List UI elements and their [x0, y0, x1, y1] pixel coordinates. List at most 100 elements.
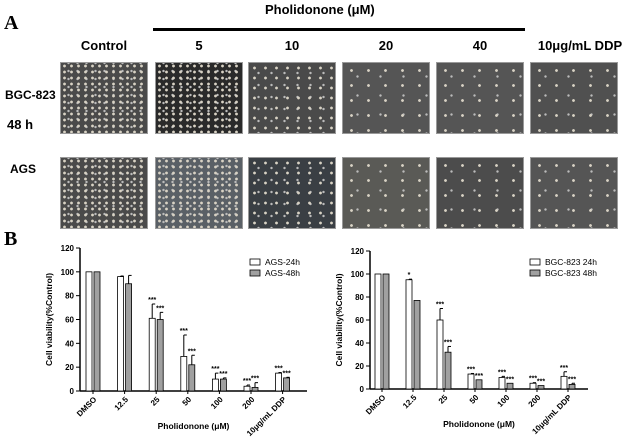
column-label: 10: [284, 38, 300, 53]
bar-AGS-48h: [251, 387, 259, 392]
significance-marker: ***: [436, 302, 444, 309]
significance-marker: ***: [475, 373, 483, 380]
legend-label: AGS-24h: [265, 257, 300, 267]
bar-AGS-48h: [125, 283, 132, 392]
significance-marker: ***: [467, 366, 475, 373]
significance-marker: ***: [211, 366, 219, 373]
bar-BGC-823-24h: [374, 273, 382, 390]
bar-AGS-24h: [117, 276, 124, 392]
bar-BGC-823-24h: [498, 377, 506, 390]
significance-marker: *: [408, 272, 411, 279]
bar-AGS-24h: [180, 356, 188, 392]
bar-BGC-823-24h: [560, 375, 568, 390]
bar-BGC-823-24h: [405, 279, 413, 390]
significance-marker: ***: [537, 379, 545, 386]
row-label: BGC-823: [5, 88, 56, 102]
y-tick-label: 60: [355, 316, 364, 325]
treatment-bracket-line: [153, 28, 525, 31]
y-tick-label: 80: [65, 292, 74, 301]
x-tick-label: 25: [149, 395, 162, 408]
micrograph-ags-control: [60, 157, 148, 229]
micrograph-bgc823-ddp: [530, 62, 618, 134]
significance-marker: ***: [506, 376, 514, 383]
micrograph-ags-ddp: [530, 157, 618, 229]
row-sublabel: 48 h: [7, 117, 34, 132]
x-tick-label: DMSO: [75, 395, 98, 418]
bar-BGC-823-48h: [382, 273, 390, 390]
x-tick-label: 12.5: [401, 393, 419, 411]
y-axis-label: Cell viability(%Control): [334, 273, 344, 366]
micrograph-bgc823-5: [155, 62, 243, 134]
legend-swatch: [249, 258, 261, 266]
significance-marker: ***: [148, 297, 156, 304]
x-tick-label: 100: [209, 395, 225, 411]
y-tick-label: 100: [351, 270, 365, 279]
significance-marker: ***: [188, 348, 196, 355]
bar-BGC-823-48h: [475, 379, 483, 390]
micrograph-ags-20: [342, 157, 430, 229]
micrograph-bgc823-control: [60, 62, 148, 134]
micrograph-bgc823-20: [342, 62, 430, 134]
significance-marker: ***: [498, 369, 506, 376]
micrograph-ags-40: [436, 157, 524, 229]
row-label: AGS: [10, 162, 37, 176]
significance-marker: ***: [243, 378, 251, 385]
bar-AGS-48h: [93, 271, 101, 392]
panel-label-b: B: [4, 228, 18, 250]
legend-label: AGS-48h: [265, 268, 300, 278]
bar-AGS-24h: [85, 271, 93, 392]
y-tick-label: 120: [351, 247, 365, 256]
x-tick-label: 50: [181, 395, 194, 408]
bar-AGS-24h: [211, 378, 219, 392]
x-tick-label: 200: [241, 395, 257, 411]
bar-BGC-823-48h: [537, 385, 545, 390]
y-tick-label: 20: [355, 362, 364, 371]
y-tick-label: 0: [360, 385, 365, 394]
bar-BGC-823-24h: [436, 319, 444, 390]
micrograph-ags-10: [248, 157, 336, 229]
significance-marker: ***: [283, 370, 291, 377]
bar-BGC-823-48h: [568, 383, 576, 390]
bar-AGS-48h: [283, 377, 291, 392]
significance-marker: ***: [275, 366, 283, 373]
bar-BGC-823-24h: [467, 373, 475, 390]
y-tick-label: 40: [355, 339, 364, 348]
micrograph-ags-5: [155, 157, 243, 229]
significance-marker: ***: [560, 365, 568, 372]
bar-BGC-823-48h: [444, 351, 452, 390]
legend-swatch: [249, 269, 261, 277]
bar-AGS-24h: [148, 317, 156, 392]
significance-marker: ***: [219, 371, 227, 378]
column-label: 5: [195, 38, 203, 53]
bar-AGS-48h: [219, 378, 227, 392]
bar-BGC-823-48h: [413, 300, 421, 390]
significance-marker: ***: [568, 376, 576, 383]
micrograph-bgc823-40: [436, 62, 524, 134]
legend-swatch: [529, 269, 541, 277]
column-label: 20: [378, 38, 394, 53]
treatment-header: Pholidonone (μM): [265, 2, 375, 17]
y-axis-label: Cell viability(%Control): [44, 273, 54, 366]
x-tick-label: 50: [468, 393, 481, 406]
legend-label: BGC-823 48h: [545, 268, 597, 278]
column-label: Control: [80, 38, 128, 53]
significance-marker: ***: [251, 376, 259, 383]
significance-marker: ***: [444, 339, 452, 346]
significance-marker: ***: [156, 305, 164, 312]
column-label: 10μg/mL DDP: [537, 38, 623, 53]
x-axis-label: Pholidonone (μM): [158, 421, 230, 431]
y-tick-label: 20: [65, 363, 74, 372]
bar-BGC-823-24h: [529, 382, 537, 390]
x-axis-label: Pholidonone (μM): [443, 419, 515, 429]
y-tick-label: 0: [70, 387, 75, 396]
bar-AGS-48h: [156, 319, 164, 392]
legend-label: BGC-823 24h: [545, 257, 597, 267]
x-tick-label: DMSO: [364, 393, 387, 416]
y-tick-label: 100: [61, 268, 75, 277]
y-tick-label: 60: [65, 316, 74, 325]
x-tick-label: 100: [496, 393, 512, 409]
x-tick-label: 200: [527, 393, 543, 409]
chart-ags: 0 20 40 60 80 100 120 Cell viability(%Control) D…: [44, 244, 307, 438]
x-tick-label: 25: [437, 393, 450, 406]
